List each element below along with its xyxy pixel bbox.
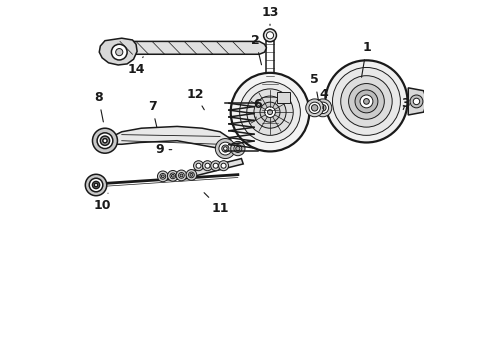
Circle shape — [213, 163, 218, 168]
Circle shape — [202, 161, 213, 171]
Circle shape — [231, 73, 309, 152]
Circle shape — [93, 181, 99, 189]
Circle shape — [260, 102, 280, 122]
Circle shape — [309, 102, 320, 113]
Circle shape — [325, 60, 408, 143]
Circle shape — [410, 95, 423, 108]
Text: 1: 1 — [362, 41, 371, 77]
Circle shape — [306, 99, 323, 117]
Circle shape — [268, 110, 272, 114]
Circle shape — [190, 174, 193, 176]
Circle shape — [196, 163, 201, 168]
Polygon shape — [259, 126, 281, 137]
Circle shape — [312, 105, 318, 111]
Circle shape — [194, 161, 203, 171]
Text: 11: 11 — [204, 193, 229, 215]
Circle shape — [266, 127, 274, 136]
Circle shape — [364, 99, 369, 104]
Text: 10: 10 — [94, 193, 111, 212]
Circle shape — [186, 170, 197, 180]
Circle shape — [222, 145, 229, 152]
Circle shape — [172, 174, 174, 177]
Polygon shape — [99, 38, 137, 65]
Circle shape — [319, 105, 326, 111]
Circle shape — [168, 171, 178, 181]
Polygon shape — [262, 80, 278, 126]
Text: 4: 4 — [319, 88, 328, 109]
Circle shape — [170, 173, 176, 179]
Circle shape — [205, 163, 210, 168]
Circle shape — [111, 44, 127, 60]
Circle shape — [341, 76, 392, 127]
Circle shape — [219, 161, 228, 171]
Circle shape — [189, 172, 194, 178]
Text: 13: 13 — [261, 6, 279, 26]
Circle shape — [178, 172, 184, 178]
Polygon shape — [111, 126, 231, 150]
Circle shape — [333, 67, 400, 135]
Circle shape — [94, 183, 98, 187]
Circle shape — [116, 49, 123, 56]
Circle shape — [348, 84, 384, 119]
Polygon shape — [105, 41, 267, 54]
Circle shape — [247, 89, 293, 135]
Polygon shape — [408, 88, 425, 115]
Text: 12: 12 — [186, 88, 204, 110]
Circle shape — [231, 141, 245, 156]
Circle shape — [236, 147, 240, 151]
Circle shape — [254, 96, 286, 128]
Circle shape — [180, 174, 183, 177]
Circle shape — [317, 102, 329, 113]
Circle shape — [85, 174, 107, 196]
Circle shape — [97, 133, 113, 149]
Circle shape — [221, 163, 226, 168]
Circle shape — [100, 136, 110, 145]
Circle shape — [223, 147, 227, 150]
Circle shape — [267, 32, 273, 39]
Text: 6: 6 — [253, 99, 262, 119]
Text: 14: 14 — [127, 57, 145, 76]
Circle shape — [360, 95, 373, 108]
Circle shape — [93, 128, 118, 153]
Circle shape — [211, 161, 220, 171]
Circle shape — [413, 98, 419, 105]
Circle shape — [161, 175, 164, 178]
Circle shape — [219, 142, 232, 155]
Circle shape — [160, 174, 166, 179]
Text: 7: 7 — [148, 100, 157, 127]
Circle shape — [215, 139, 235, 158]
Circle shape — [265, 107, 275, 117]
Polygon shape — [277, 93, 290, 103]
Text: 8: 8 — [94, 91, 103, 122]
Polygon shape — [266, 41, 274, 80]
Circle shape — [355, 90, 378, 113]
Circle shape — [176, 170, 187, 181]
Circle shape — [240, 82, 300, 143]
Text: 9: 9 — [155, 143, 172, 156]
Polygon shape — [192, 158, 243, 176]
Circle shape — [264, 29, 276, 42]
Circle shape — [103, 139, 107, 143]
Text: 5: 5 — [310, 73, 319, 100]
Circle shape — [89, 178, 103, 192]
Circle shape — [234, 145, 242, 153]
Text: 2: 2 — [251, 34, 262, 65]
Text: 3: 3 — [401, 97, 410, 110]
Circle shape — [157, 171, 168, 182]
Circle shape — [314, 99, 332, 117]
